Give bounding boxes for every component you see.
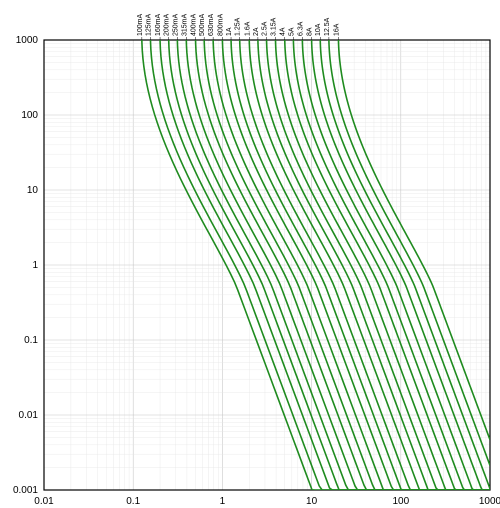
curve-label: 125mA [145,13,152,36]
x-tick-label: 0.1 [126,496,140,507]
curve-label: 8A [307,27,314,36]
curve-label: 16A [333,23,340,36]
curve-label: 315mA [181,13,188,36]
curve-label: 160mA [155,13,162,36]
curve-label: 250mA [172,13,179,36]
x-tick-label: 10 [306,496,318,507]
curve-label: 100mA [137,13,144,36]
curve-label: 2A [253,27,260,36]
curve-label: 800mA [217,13,224,36]
y-tick-label: 1 [32,260,38,271]
curve-label: 200mA [164,13,171,36]
curve-label: 1A [226,27,233,36]
curve-label: 630mA [208,13,215,36]
curve-label: 2.5A [262,21,269,36]
y-tick-label: 0.1 [24,335,38,346]
curve-label: 5A [288,27,295,36]
curve-label: 10A [315,23,322,36]
y-tick-label: 0.001 [13,485,38,496]
x-tick-label: 1000 [479,496,500,507]
x-tick-label: 1 [220,496,226,507]
curve-label: 12.5A [324,17,331,36]
curve-label: 3.15A [270,17,277,36]
curve-label: 400mA [191,13,198,36]
y-tick-label: 1000 [16,35,39,46]
curve-label: 500mA [199,13,206,36]
x-tick-label: 0.01 [34,496,54,507]
curve-label: 1.6A [244,21,251,36]
time-current-chart: 0.010.111010010000.0010.010.111010010001… [0,0,500,508]
y-tick-label: 10 [27,185,39,196]
y-tick-label: 100 [21,110,38,121]
curve-label: 6.3A [297,21,304,36]
x-tick-label: 100 [392,496,409,507]
curve-label: 4A [280,27,287,36]
y-tick-label: 0.01 [19,410,39,421]
curve-label: 1.25A [235,17,242,36]
